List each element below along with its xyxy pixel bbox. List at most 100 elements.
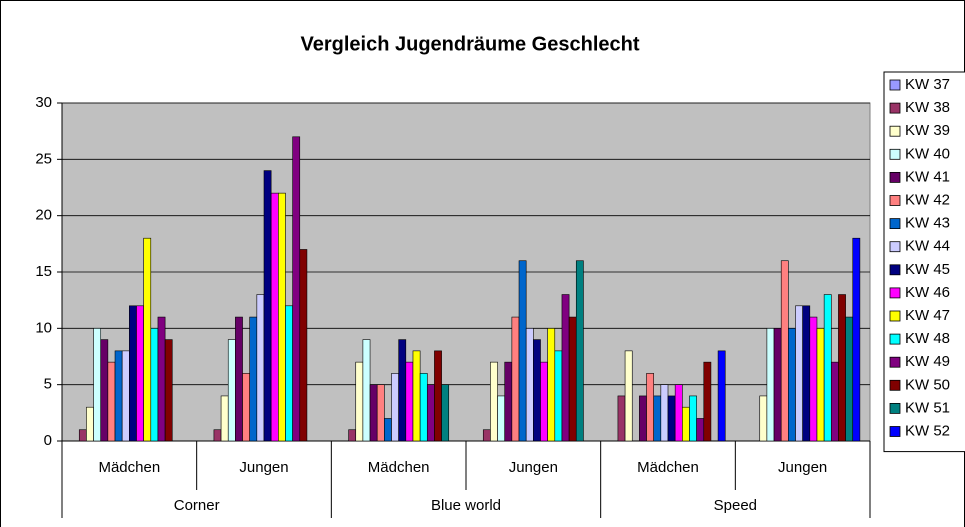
bar (348, 429, 357, 442)
bar (766, 328, 775, 442)
legend-swatch (889, 148, 901, 160)
legend-label: KW 44 (905, 238, 950, 255)
y-tick-label: 30 (35, 94, 52, 111)
legend-label: KW 52 (905, 422, 950, 439)
legend-label: KW 38 (905, 99, 950, 116)
x-group-label: Blue world (431, 497, 501, 514)
legend-label: KW 49 (905, 353, 950, 370)
legend-swatch (889, 102, 901, 114)
bar (242, 373, 250, 442)
x-tick-label: Jungen (239, 459, 288, 476)
bar (93, 328, 102, 442)
x-tick-label: Jungen (778, 459, 827, 476)
chart-title: Vergleich Jugendräume Geschlecht (300, 33, 639, 55)
x-tick-label: Mädchen (368, 459, 430, 476)
bar (554, 350, 563, 442)
x-tick-label: Mädchen (637, 459, 699, 476)
bar (426, 384, 435, 442)
bar (278, 192, 286, 442)
bar (419, 373, 428, 442)
legend-label: KW 46 (905, 284, 950, 301)
bar (639, 395, 647, 442)
bar (802, 305, 811, 442)
bar (285, 305, 293, 442)
bar (114, 350, 123, 442)
bar (150, 328, 159, 442)
bar (270, 192, 279, 442)
legend-label: KW 42 (905, 191, 950, 208)
bar (561, 294, 570, 442)
y-tick-label: 15 (35, 263, 52, 280)
bar (773, 328, 782, 442)
bar (703, 361, 712, 442)
legend-swatch (889, 310, 901, 322)
bar (780, 260, 789, 442)
x-tick-label: Mädchen (98, 459, 160, 476)
bar (759, 395, 768, 442)
bar (121, 350, 130, 442)
legend-label: KW 41 (905, 168, 950, 185)
bar (100, 339, 109, 442)
legend-label: KW 51 (905, 399, 950, 416)
bar (504, 361, 513, 442)
bar (299, 249, 308, 442)
legend-swatch (889, 218, 901, 230)
bar (369, 384, 378, 442)
legend-swatch (889, 356, 901, 368)
bar (717, 350, 726, 442)
bar (568, 316, 577, 442)
bar (689, 395, 697, 442)
bar (533, 339, 541, 442)
bar (830, 361, 839, 442)
bar (511, 316, 520, 442)
legend-label: KW 50 (905, 376, 950, 393)
legend-swatch (889, 125, 901, 137)
legend-label: KW 40 (905, 145, 950, 162)
bar (412, 350, 421, 442)
legend-label: KW 48 (905, 330, 950, 347)
x-group-label: Corner (174, 497, 220, 514)
bar (355, 361, 364, 442)
bar (617, 395, 626, 442)
legend-swatch (889, 379, 901, 391)
bar (376, 384, 385, 442)
bar (434, 350, 442, 442)
legend-swatch (889, 241, 901, 253)
bar (384, 418, 392, 442)
legend-swatch (889, 264, 901, 276)
bar (852, 237, 861, 442)
legend-swatch (889, 402, 901, 414)
bar (823, 294, 832, 442)
x-group-label: Speed (714, 497, 757, 514)
bar (391, 373, 399, 442)
bar (213, 429, 222, 442)
legend-label: KW 45 (905, 261, 950, 278)
bar (646, 373, 654, 442)
bar (525, 328, 534, 442)
legend-swatch (889, 333, 901, 345)
legend-swatch (889, 171, 901, 183)
bar (674, 384, 683, 442)
legend-label: KW 47 (905, 307, 950, 324)
bar (795, 305, 803, 442)
legend-swatch (889, 426, 901, 437)
bar (845, 316, 854, 442)
bar (696, 418, 705, 442)
bar (136, 305, 144, 442)
bar (107, 361, 116, 442)
legend-label: KW 39 (905, 122, 950, 139)
y-tick-label: 20 (35, 207, 52, 224)
bar (362, 339, 371, 442)
bar (143, 237, 152, 442)
bar (235, 316, 243, 442)
bar (227, 339, 236, 442)
bar (398, 339, 407, 442)
bar (263, 170, 272, 442)
legend-swatch (889, 79, 901, 91)
bar (809, 316, 818, 442)
bar (164, 339, 173, 442)
y-tick-label: 10 (35, 319, 52, 336)
y-tick-label: 25 (35, 150, 52, 167)
bar (249, 316, 258, 442)
